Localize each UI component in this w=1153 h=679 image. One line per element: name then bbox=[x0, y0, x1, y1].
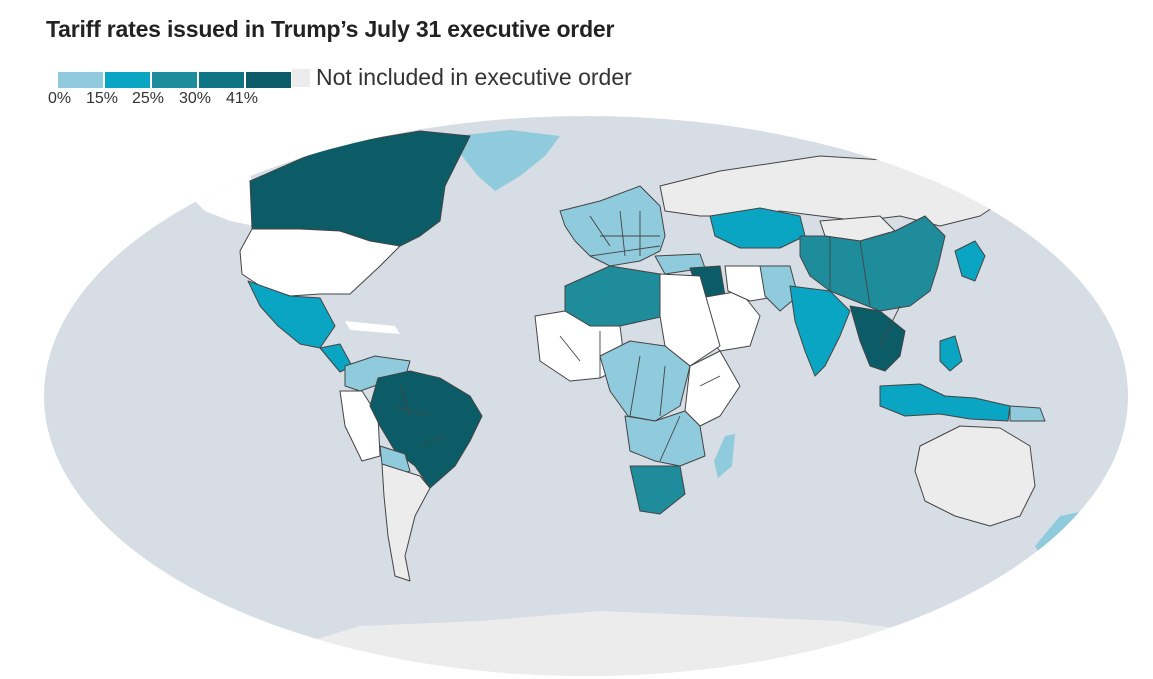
legend-swatch-41 bbox=[246, 72, 291, 88]
legend-swatch-15 bbox=[105, 72, 150, 88]
europe bbox=[559, 185, 666, 267]
philippines bbox=[939, 335, 963, 372]
madagascar bbox=[714, 434, 735, 478]
greenland bbox=[455, 130, 560, 191]
legend-tick-0: 0% bbox=[48, 90, 72, 107]
legend-swatches bbox=[58, 72, 291, 88]
not-included-label: Not included in executive order bbox=[316, 64, 632, 90]
southeast-asia bbox=[849, 305, 906, 372]
world-map bbox=[44, 116, 1128, 676]
india bbox=[789, 285, 851, 377]
china bbox=[799, 215, 946, 312]
country-borders bbox=[394, 210, 901, 462]
legend-swatch-25 bbox=[152, 72, 197, 88]
central-africa bbox=[599, 340, 691, 422]
legend-tick-41: 41% bbox=[226, 90, 259, 107]
australia bbox=[914, 425, 1036, 527]
japan bbox=[954, 240, 986, 282]
not-included-swatch bbox=[292, 68, 310, 87]
south-africa bbox=[629, 465, 686, 515]
peru-ecuador bbox=[339, 390, 381, 462]
legend-tick-15: 15% bbox=[86, 90, 119, 107]
legend-swatch-30 bbox=[199, 72, 244, 88]
southern-cone bbox=[381, 463, 431, 582]
pakistan bbox=[759, 265, 799, 312]
not-included-legend: Not included in executive order bbox=[292, 64, 632, 91]
legend-tick-25: 25% bbox=[132, 90, 165, 107]
map-title: Tariff rates issued in Trump’s July 31 e… bbox=[46, 16, 615, 42]
brazil bbox=[369, 370, 483, 489]
kazakhstan bbox=[709, 207, 806, 249]
united-states bbox=[239, 228, 401, 297]
legend-ticks: 0% 15% 25% 30% 41% bbox=[46, 90, 286, 110]
southern-africa bbox=[624, 410, 706, 467]
legend-swatch-0 bbox=[58, 72, 103, 88]
legend-tick-30: 30% bbox=[179, 90, 212, 107]
caribbean bbox=[345, 321, 400, 334]
indonesia bbox=[879, 383, 1011, 422]
papua-new-guinea bbox=[1009, 405, 1046, 422]
